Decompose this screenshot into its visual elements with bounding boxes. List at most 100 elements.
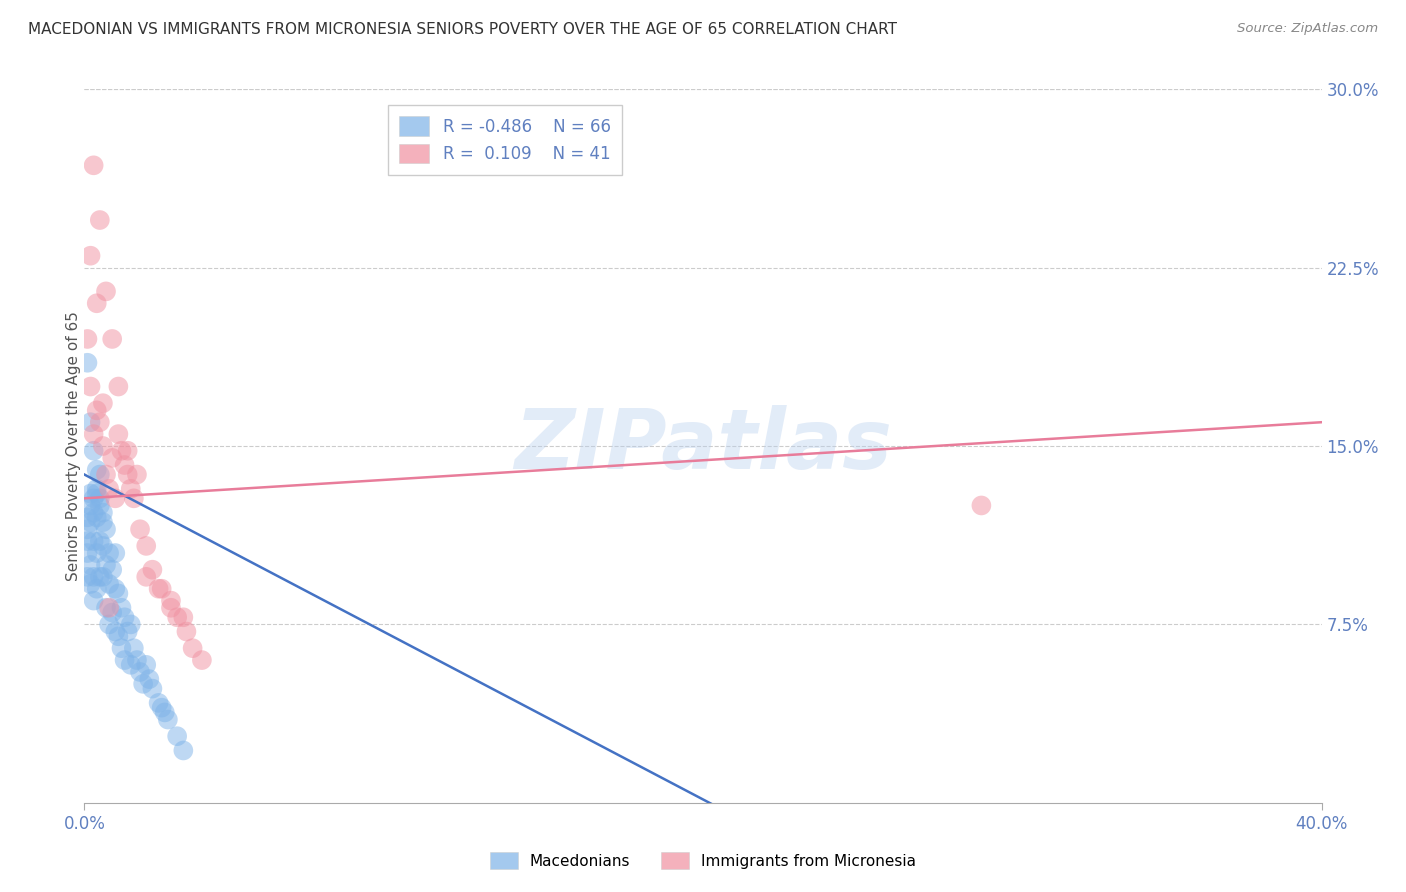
Point bbox=[86, 546, 108, 560]
Point bbox=[104, 546, 127, 560]
Point bbox=[135, 539, 157, 553]
Point bbox=[79, 558, 101, 572]
Point bbox=[110, 641, 132, 656]
Point bbox=[83, 491, 105, 506]
Point bbox=[176, 624, 198, 639]
Point bbox=[107, 379, 129, 393]
Point bbox=[79, 515, 101, 529]
Point bbox=[91, 515, 114, 529]
Point bbox=[76, 534, 98, 549]
Point bbox=[181, 641, 204, 656]
Point bbox=[83, 534, 105, 549]
Point bbox=[98, 482, 121, 496]
Point bbox=[160, 593, 183, 607]
Point bbox=[89, 467, 111, 482]
Legend: R = -0.486    N = 66, R =  0.109    N = 41: R = -0.486 N = 66, R = 0.109 N = 41 bbox=[388, 104, 623, 175]
Point bbox=[76, 522, 98, 536]
Point bbox=[91, 396, 114, 410]
Text: Source: ZipAtlas.com: Source: ZipAtlas.com bbox=[1237, 22, 1378, 36]
Point bbox=[79, 577, 101, 591]
Point bbox=[83, 427, 105, 442]
Point bbox=[86, 486, 108, 500]
Point bbox=[110, 443, 132, 458]
Point bbox=[94, 467, 117, 482]
Point bbox=[120, 657, 142, 672]
Point bbox=[83, 570, 105, 584]
Point bbox=[89, 534, 111, 549]
Text: MACEDONIAN VS IMMIGRANTS FROM MICRONESIA SENIORS POVERTY OVER THE AGE OF 65 CORR: MACEDONIAN VS IMMIGRANTS FROM MICRONESIA… bbox=[28, 22, 897, 37]
Point bbox=[91, 439, 114, 453]
Point bbox=[101, 563, 124, 577]
Point bbox=[117, 624, 139, 639]
Point bbox=[135, 657, 157, 672]
Point bbox=[89, 570, 111, 584]
Y-axis label: Seniors Poverty Over the Age of 65: Seniors Poverty Over the Age of 65 bbox=[66, 311, 80, 581]
Point bbox=[91, 570, 114, 584]
Point bbox=[153, 706, 176, 720]
Point bbox=[166, 729, 188, 743]
Point bbox=[117, 443, 139, 458]
Point bbox=[138, 672, 160, 686]
Point bbox=[129, 665, 152, 679]
Point bbox=[114, 610, 136, 624]
Point bbox=[110, 600, 132, 615]
Point bbox=[94, 600, 117, 615]
Point bbox=[98, 617, 121, 632]
Point bbox=[141, 563, 163, 577]
Point bbox=[94, 522, 117, 536]
Point bbox=[132, 677, 155, 691]
Point bbox=[89, 499, 111, 513]
Point bbox=[89, 415, 111, 429]
Point bbox=[76, 332, 98, 346]
Point bbox=[150, 582, 173, 596]
Point bbox=[107, 586, 129, 600]
Point bbox=[94, 558, 117, 572]
Point bbox=[86, 403, 108, 417]
Point bbox=[125, 653, 148, 667]
Point bbox=[98, 546, 121, 560]
Point bbox=[120, 482, 142, 496]
Point bbox=[129, 522, 152, 536]
Point bbox=[76, 570, 98, 584]
Point bbox=[79, 249, 101, 263]
Point bbox=[98, 600, 121, 615]
Point bbox=[79, 499, 101, 513]
Point bbox=[125, 467, 148, 482]
Point bbox=[148, 582, 170, 596]
Point bbox=[141, 681, 163, 696]
Point bbox=[83, 593, 105, 607]
Point bbox=[76, 356, 98, 370]
Point bbox=[114, 653, 136, 667]
Point bbox=[79, 486, 101, 500]
Point bbox=[86, 463, 108, 477]
Point bbox=[107, 629, 129, 643]
Point bbox=[79, 415, 101, 429]
Point bbox=[86, 582, 108, 596]
Legend: Macedonians, Immigrants from Micronesia: Macedonians, Immigrants from Micronesia bbox=[484, 846, 922, 875]
Point bbox=[148, 696, 170, 710]
Point bbox=[156, 713, 179, 727]
Point bbox=[79, 379, 101, 393]
Point bbox=[970, 499, 993, 513]
Point bbox=[101, 450, 124, 465]
Point bbox=[172, 743, 194, 757]
Point bbox=[91, 539, 114, 553]
Point bbox=[101, 332, 124, 346]
Point bbox=[86, 510, 108, 524]
Point bbox=[150, 700, 173, 714]
Point bbox=[191, 653, 214, 667]
Point bbox=[91, 506, 114, 520]
Point bbox=[86, 482, 108, 496]
Point bbox=[89, 491, 111, 506]
Point bbox=[83, 443, 105, 458]
Point bbox=[89, 213, 111, 227]
Point bbox=[76, 510, 98, 524]
Point bbox=[76, 546, 98, 560]
Point bbox=[160, 600, 183, 615]
Point bbox=[135, 570, 157, 584]
Point bbox=[86, 296, 108, 310]
Point bbox=[104, 582, 127, 596]
Point bbox=[114, 458, 136, 472]
Point bbox=[172, 610, 194, 624]
Point bbox=[122, 491, 145, 506]
